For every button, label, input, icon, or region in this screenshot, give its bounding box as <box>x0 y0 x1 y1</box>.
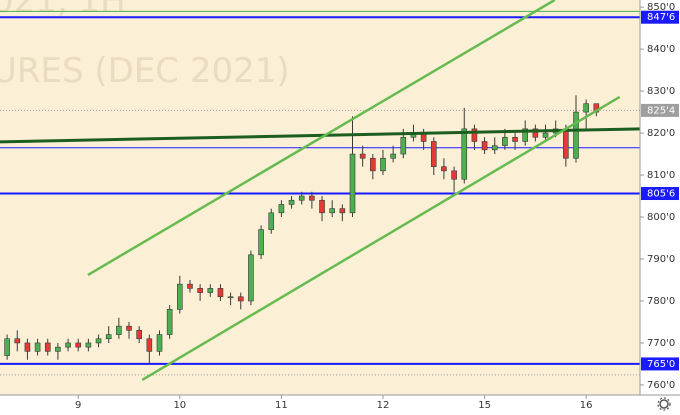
candle-body <box>14 338 21 344</box>
candle-body <box>146 338 153 352</box>
price-label-box <box>641 103 679 117</box>
candle-body <box>329 208 335 214</box>
candle-body <box>451 170 457 180</box>
candle-body <box>177 283 183 310</box>
candle-body <box>55 346 61 352</box>
candle-body <box>207 288 214 293</box>
candle-body <box>197 288 203 293</box>
candle-body <box>217 288 224 298</box>
candle-body <box>116 325 122 335</box>
candle-body <box>583 103 589 113</box>
y-tick-label: 800'0 <box>647 212 675 223</box>
candle-body <box>542 132 549 138</box>
candle-body <box>156 334 163 352</box>
candle-body <box>309 195 315 201</box>
plot-area <box>0 0 640 395</box>
candle-body <box>4 338 10 356</box>
candle-body <box>502 136 508 146</box>
y-tick-label: 820'0 <box>647 128 675 139</box>
candle-body <box>44 342 51 352</box>
y-tick-label: 770'0 <box>647 338 675 349</box>
y-tick-label: 760'0 <box>647 380 675 391</box>
candle-body <box>491 145 498 151</box>
candle-body <box>319 199 325 214</box>
price-label: 847'6 <box>647 12 675 23</box>
candle-body <box>349 153 356 214</box>
x-tick-label: 10 <box>173 400 186 411</box>
price-label-box <box>641 357 679 371</box>
trend-line <box>0 127 640 144</box>
y-tick-label: 790'0 <box>647 254 675 265</box>
settings-icon[interactable] <box>657 397 671 411</box>
candle-body <box>471 128 478 142</box>
candle-body <box>126 325 132 331</box>
price-label: 805'6 <box>647 189 675 200</box>
candle-body <box>400 136 407 155</box>
y-tick-label: 840'0 <box>647 44 675 55</box>
candle-body <box>136 330 142 340</box>
candle-body <box>481 141 488 151</box>
candle-body <box>522 128 529 142</box>
y-tick-label: 780'0 <box>647 296 675 307</box>
watermark: 021, 1H <box>0 0 126 21</box>
candle-body <box>441 166 447 172</box>
candle-body <box>278 204 285 214</box>
candle-body <box>258 229 264 256</box>
candle-body <box>430 141 437 167</box>
candle-body <box>237 296 244 302</box>
y-tick-label: 810'0 <box>647 170 675 181</box>
candle-body <box>34 342 41 352</box>
candle-body <box>390 153 396 159</box>
candle-body <box>248 254 254 302</box>
price-label: 825'4 <box>647 105 675 116</box>
candle-body <box>380 157 386 172</box>
candle-body <box>370 157 376 172</box>
y-tick-label: 850'0 <box>647 2 675 13</box>
plot <box>0 0 640 381</box>
watermark: URES (DEC 2021) <box>0 51 290 91</box>
candle-body <box>95 338 102 344</box>
x-tick-label: 16 <box>580 400 593 411</box>
candle-body <box>573 111 579 159</box>
candle-body <box>75 342 82 348</box>
candle-body <box>532 128 539 138</box>
price-label: 765'0 <box>647 359 675 370</box>
x-tick-label: 12 <box>377 400 390 411</box>
candle-body <box>24 342 31 352</box>
x-tick-label: 15 <box>478 400 491 411</box>
trend-line <box>87 0 556 277</box>
x-tick-label: 11 <box>275 400 288 411</box>
candle-body <box>512 136 518 142</box>
candle-body <box>85 342 92 348</box>
candle-body <box>298 195 305 201</box>
candle-body <box>339 208 346 214</box>
trend-line <box>141 95 621 381</box>
candle-body <box>65 342 71 348</box>
candle-body <box>461 128 468 180</box>
price-label-box <box>641 187 679 201</box>
candle-body <box>227 296 234 299</box>
candle-body <box>563 128 569 159</box>
candle-body <box>359 153 366 159</box>
price-label-box <box>641 10 679 24</box>
candle-body <box>268 212 275 230</box>
x-tick-label: 9 <box>75 400 81 411</box>
candle-body <box>288 199 295 205</box>
candle-body <box>166 309 173 335</box>
candle-body <box>105 334 112 340</box>
candle-body <box>187 283 193 289</box>
y-tick-label: 830'0 <box>647 86 675 97</box>
